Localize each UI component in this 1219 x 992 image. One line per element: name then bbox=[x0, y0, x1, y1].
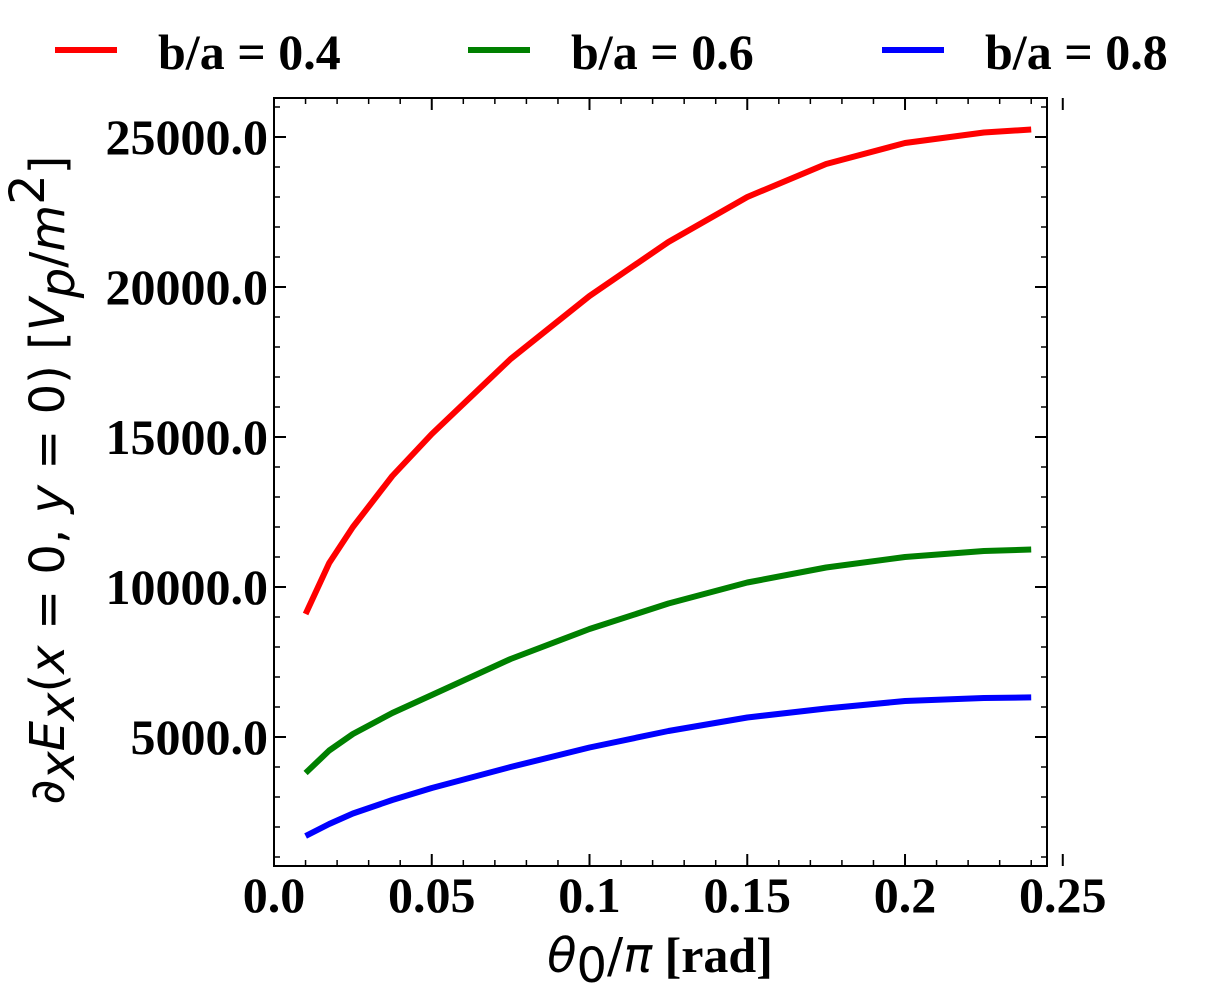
x-axis-label: θ0/π [rad] bbox=[547, 927, 773, 992]
minor-ticks bbox=[274, 98, 1047, 866]
legend-item: b/a = 0.4 bbox=[55, 24, 341, 80]
series-line-3 bbox=[304, 694, 1032, 839]
plot-frame bbox=[273, 97, 1048, 867]
y-tick-labels: 5000.0 10000.0 15000.0 20000.0 25000.0 bbox=[106, 109, 269, 765]
legend-label: b/a = 0.4 bbox=[158, 24, 341, 80]
y-tick-label: 20000.0 bbox=[106, 259, 269, 315]
series-lines bbox=[302, 126, 1032, 839]
legend-item: b/a = 0.6 bbox=[468, 24, 754, 80]
legend: b/a = 0.4 b/a = 0.6 b/a = 0.8 bbox=[55, 24, 1168, 80]
x-tick-label: 0.15 bbox=[704, 867, 792, 923]
legend-label: b/a = 0.8 bbox=[985, 24, 1168, 80]
series-line-2 bbox=[303, 546, 1032, 776]
x-tick-label: 0.25 bbox=[1019, 867, 1107, 923]
x-tick-label: 0.2 bbox=[874, 867, 937, 923]
x-tick-label: 0.05 bbox=[388, 867, 476, 923]
legend-label: b/a = 0.6 bbox=[571, 24, 754, 80]
legend-item: b/a = 0.8 bbox=[882, 24, 1168, 80]
major-ticks bbox=[273, 98, 1064, 866]
x-tick-label: 0.1 bbox=[558, 867, 621, 923]
y-tick-label: 10000.0 bbox=[106, 559, 269, 615]
series-line-1 bbox=[302, 126, 1032, 616]
x-tick-labels: 0.0 0.05 0.1 0.15 0.2 0.25 bbox=[243, 867, 1107, 923]
y-tick-label: 5000.0 bbox=[131, 709, 269, 765]
y-tick-label: 25000.0 bbox=[106, 109, 269, 165]
y-tick-label: 15000.0 bbox=[106, 409, 269, 465]
x-tick-label: 0.0 bbox=[243, 867, 306, 923]
y-axis-label: ∂xEx(x = 0, y = 0) [Vp/m2] bbox=[0, 156, 86, 805]
